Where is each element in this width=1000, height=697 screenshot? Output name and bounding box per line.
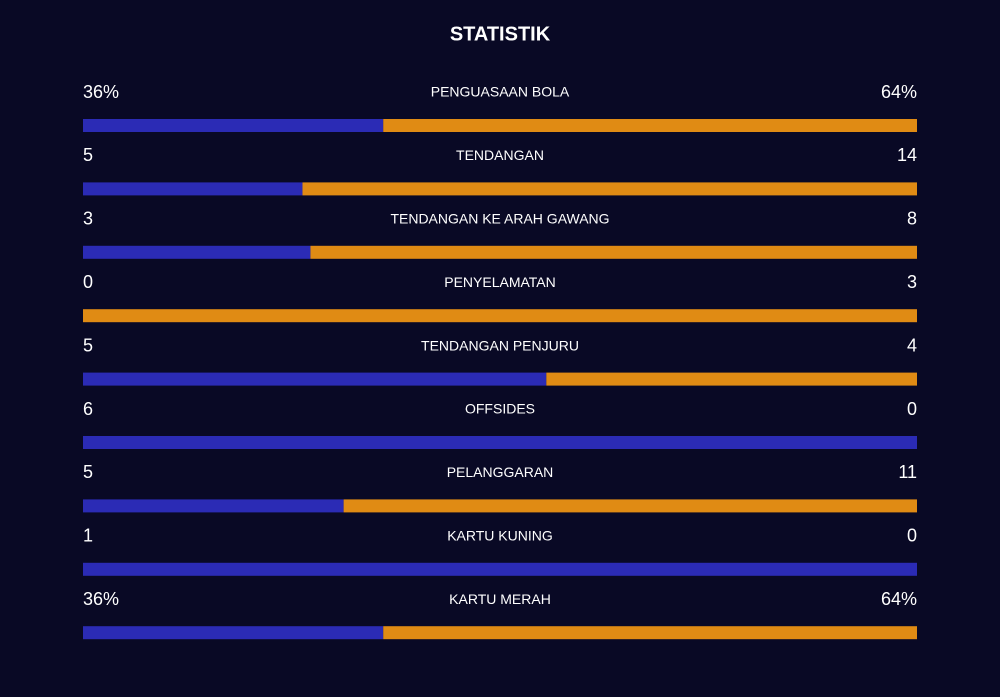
away-value: 14	[897, 145, 917, 165]
away-bar	[83, 309, 917, 323]
away-value: 3	[907, 272, 917, 292]
away-bar	[310, 245, 917, 259]
stat-label: OFFSIDES	[465, 401, 535, 417]
home-value: 5	[83, 145, 93, 165]
home-value: 36%	[83, 82, 119, 102]
stat-label: PELANGGARAN	[447, 464, 554, 480]
away-value: 4	[907, 335, 917, 355]
home-value: 1	[83, 526, 93, 546]
home-value: 0	[83, 272, 93, 292]
away-bar	[343, 499, 917, 513]
away-bar	[546, 372, 917, 386]
home-bar	[83, 562, 917, 576]
home-value: 6	[83, 399, 93, 419]
away-bar	[302, 182, 917, 196]
home-bar	[83, 182, 303, 196]
away-bar	[383, 626, 917, 640]
away-value: 11	[898, 462, 917, 482]
away-value: 8	[907, 209, 917, 229]
home-bar	[83, 436, 917, 449]
home-bar	[83, 119, 384, 132]
stat-label: KARTU KUNING	[447, 528, 553, 544]
home-value: 5	[83, 462, 93, 482]
away-value: 64%	[881, 589, 917, 609]
home-bar	[83, 372, 547, 386]
stat-label: PENGUASAAN BOLA	[431, 84, 570, 100]
home-bar	[83, 499, 344, 513]
title: STATISTIK	[450, 23, 551, 45]
away-value: 0	[907, 399, 917, 419]
stat-label: TENDANGAN	[456, 147, 544, 163]
away-bar	[383, 119, 917, 132]
stat-label: PENYELAMATAN	[444, 274, 556, 290]
stat-label: TENDANGAN KE ARAH GAWANG	[390, 211, 609, 227]
home-value: 36%	[83, 589, 119, 609]
stat-label: KARTU MERAH	[449, 591, 551, 607]
stat-label: TENDANGAN PENJURU	[421, 337, 579, 353]
home-bar	[83, 245, 311, 259]
away-value: 0	[907, 526, 917, 546]
away-value: 64%	[881, 82, 917, 102]
home-bar	[83, 626, 384, 640]
home-value: 3	[83, 209, 93, 229]
home-value: 5	[83, 335, 93, 355]
